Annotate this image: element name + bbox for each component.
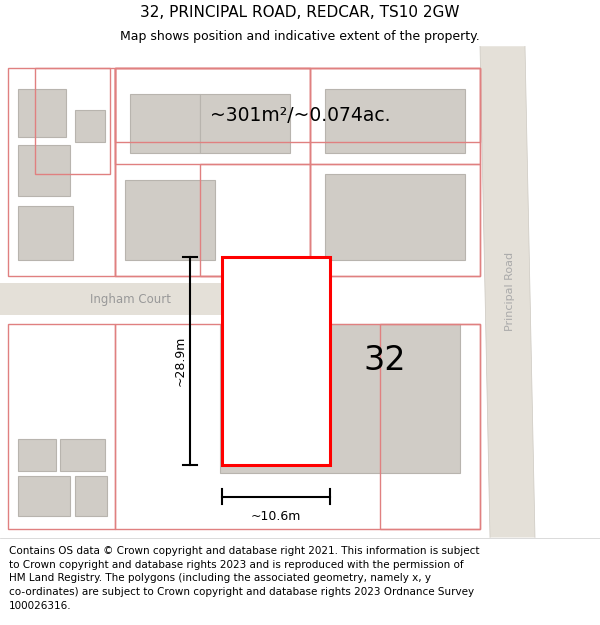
Text: Contains OS data © Crown copyright and database right 2021. This information is : Contains OS data © Crown copyright and d… (9, 546, 479, 611)
Text: Principal Road: Principal Road (505, 253, 515, 331)
Bar (325, 174, 465, 260)
Text: Ingham Court: Ingham Court (89, 293, 170, 306)
Bar (75, 476, 107, 516)
Bar (18, 439, 56, 471)
Bar (130, 94, 200, 153)
Text: ~28.9m: ~28.9m (173, 336, 187, 386)
Bar (200, 94, 290, 153)
Polygon shape (0, 283, 310, 316)
Bar (222, 257, 330, 465)
Bar (220, 324, 460, 473)
Bar (125, 180, 215, 260)
Bar (18, 476, 70, 516)
Bar (325, 89, 465, 153)
Polygon shape (480, 46, 535, 538)
Text: 32: 32 (364, 344, 406, 377)
Bar (18, 89, 66, 137)
Text: 32, PRINCIPAL ROAD, REDCAR, TS10 2GW: 32, PRINCIPAL ROAD, REDCAR, TS10 2GW (140, 6, 460, 21)
Text: ~301m²/~0.074ac.: ~301m²/~0.074ac. (210, 106, 390, 125)
Text: Map shows position and indicative extent of the property.: Map shows position and indicative extent… (120, 29, 480, 42)
Bar (60, 439, 105, 471)
Bar (18, 144, 70, 196)
Bar (75, 111, 105, 142)
Text: ~10.6m: ~10.6m (251, 510, 301, 522)
Bar (18, 206, 73, 260)
